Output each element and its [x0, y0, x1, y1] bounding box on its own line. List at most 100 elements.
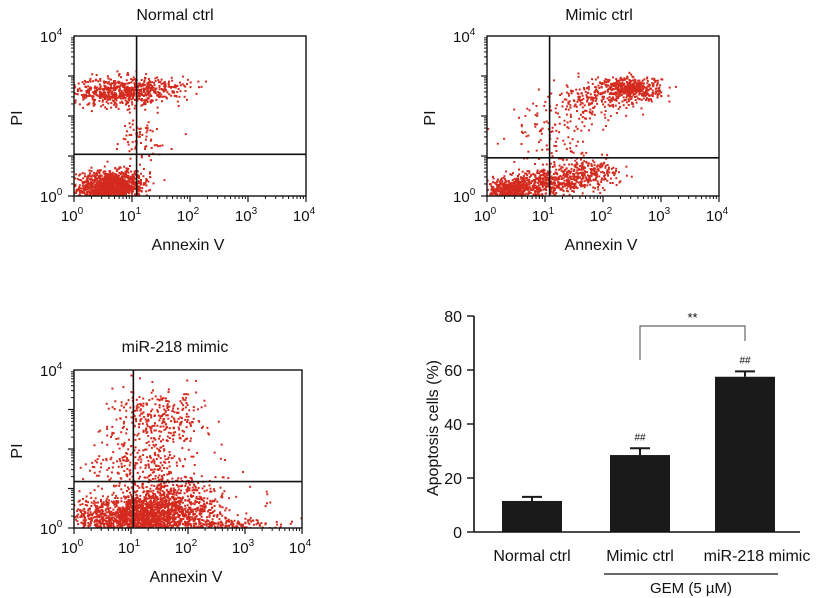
scatter-point	[151, 81, 154, 84]
scatter-point	[77, 189, 80, 192]
scatter-point	[600, 181, 603, 184]
scatter-point	[148, 548, 150, 550]
scatter-point	[586, 100, 588, 103]
scatter-point	[154, 79, 157, 82]
scatter-point	[128, 94, 131, 97]
scatter-point	[151, 536, 153, 538]
scatter-point	[655, 91, 658, 94]
scatter-point	[589, 93, 592, 96]
scatter-point	[580, 168, 583, 171]
scatter-point	[82, 98, 85, 101]
scatter-point	[134, 199, 136, 201]
scatter-point	[148, 155, 151, 157]
scatter-point	[160, 82, 163, 85]
scatter-point	[563, 163, 566, 166]
scatter-point	[645, 87, 648, 90]
scatter-point	[63, 533, 65, 535]
scatter-point	[534, 114, 537, 116]
scatter-point	[152, 529, 154, 531]
scatter-point	[601, 82, 604, 85]
scatter-point	[518, 173, 521, 176]
scatter-point	[565, 113, 568, 116]
scatter-point	[133, 170, 136, 173]
scatter-point	[107, 182, 110, 185]
scatter-point	[96, 191, 99, 194]
scatter-point	[112, 80, 115, 83]
scatter-point	[78, 103, 81, 106]
scatter-point	[115, 202, 117, 204]
scatter-point	[109, 78, 112, 81]
scatter-point	[504, 181, 507, 183]
scatter-point	[165, 96, 168, 99]
scatter-point	[198, 86, 200, 89]
scatter-point	[567, 182, 570, 185]
scatter-point	[188, 534, 190, 536]
scatter-point	[130, 192, 133, 195]
scatter-point	[137, 86, 139, 89]
scatter-point	[627, 98, 630, 101]
scatter-point	[110, 187, 113, 190]
scatter-point	[519, 197, 521, 199]
scatter-point	[132, 178, 135, 180]
scatter-point	[541, 179, 544, 182]
scatter-point	[569, 147, 572, 150]
scatter-point	[171, 91, 174, 94]
scatter-point	[93, 92, 96, 95]
scatter-point	[143, 541, 145, 543]
scatter-point	[538, 158, 541, 160]
scatter-point	[102, 185, 105, 188]
scatter-point	[124, 89, 127, 92]
scatter-point	[566, 85, 569, 88]
scatter-point	[88, 102, 91, 105]
scatter-point	[618, 82, 621, 84]
scatter-point	[104, 201, 106, 203]
scatter-point	[586, 98, 589, 101]
scatter-point	[170, 506, 173, 509]
scatter-point	[606, 79, 609, 81]
scatter-point	[196, 531, 198, 533]
scatter-point	[106, 180, 109, 183]
scatter-point	[167, 82, 170, 85]
scatter-point	[109, 182, 112, 185]
scatter-point	[620, 87, 623, 90]
scatter-point	[114, 93, 117, 96]
scatter-point	[171, 492, 173, 495]
scatter-point	[519, 192, 522, 195]
scatter-point	[499, 182, 502, 184]
scatter-point	[110, 83, 112, 86]
scatter-point	[94, 208, 96, 210]
scatter-point	[143, 76, 146, 79]
scatter-point	[612, 88, 615, 91]
scatter-point	[150, 99, 153, 102]
scatter-point	[523, 206, 525, 208]
scatter-point	[130, 189, 133, 192]
scatter-point	[573, 174, 576, 177]
scatter-point	[87, 180, 89, 183]
scatter-point	[85, 194, 88, 196]
scatter-point	[606, 97, 609, 100]
scatter-point	[519, 186, 522, 189]
scatter-point	[555, 168, 558, 171]
scatter-point	[170, 94, 172, 97]
scatter-point	[134, 170, 137, 173]
scatter-point	[74, 92, 76, 95]
scatter-point	[489, 193, 492, 196]
scatter-point	[130, 101, 133, 104]
scatter-point	[528, 176, 531, 179]
scatter-point	[668, 86, 671, 89]
scatter-point	[117, 188, 120, 191]
scatter-point	[76, 509, 79, 512]
scatter-point	[159, 489, 162, 492]
scatter-point	[156, 128, 158, 130]
scatter-point	[98, 83, 101, 86]
scatter-point	[157, 531, 159, 533]
scatter-point	[150, 138, 153, 141]
scatter-point	[162, 529, 164, 531]
scatter-point	[130, 93, 133, 96]
scatter-point	[106, 75, 109, 78]
scatter-point	[494, 182, 497, 185]
scatter-point	[539, 177, 542, 180]
scatter-point	[504, 183, 507, 186]
scatter-point	[518, 188, 521, 191]
scatter-point	[96, 531, 98, 533]
